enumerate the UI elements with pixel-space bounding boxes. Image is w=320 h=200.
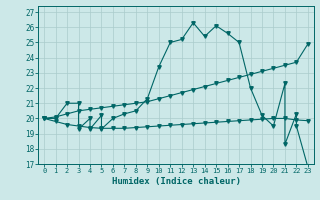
X-axis label: Humidex (Indice chaleur): Humidex (Indice chaleur) [111, 177, 241, 186]
